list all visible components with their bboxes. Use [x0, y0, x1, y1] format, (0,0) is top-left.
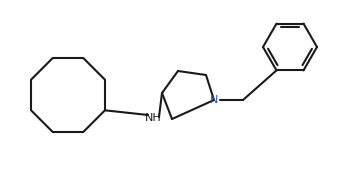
Text: N: N	[210, 95, 218, 105]
Text: NH: NH	[145, 113, 161, 123]
